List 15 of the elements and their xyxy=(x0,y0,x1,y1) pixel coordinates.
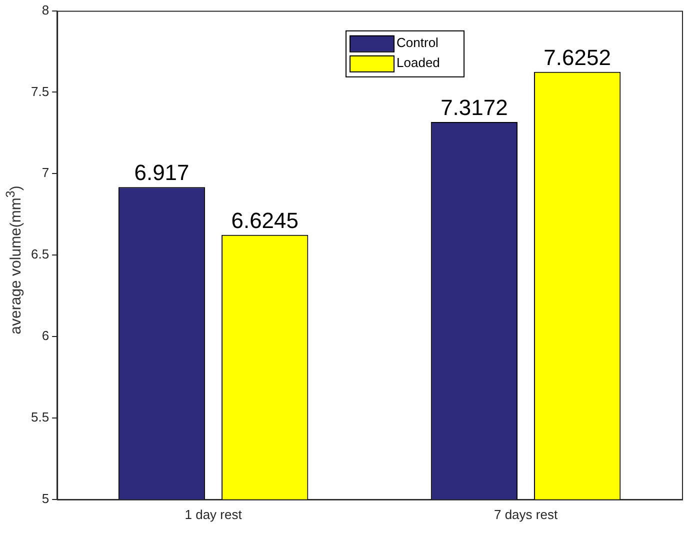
y-tick-label: 8 xyxy=(42,2,50,18)
y-tick-label: 7.5 xyxy=(30,84,50,99)
legend-label: Control xyxy=(396,34,439,50)
data-label: 6.6245 xyxy=(231,208,299,233)
y-tick-label: 5.5 xyxy=(30,410,50,425)
y-tick-label: 6 xyxy=(42,328,50,344)
x-tick-label: 7 days rest xyxy=(494,506,558,522)
data-label: 7.3172 xyxy=(440,95,508,120)
data-label: 7.6252 xyxy=(544,44,611,70)
y-tick-label: 6.5 xyxy=(30,246,50,262)
y-tick-label: 5 xyxy=(42,490,50,506)
data-label: 6.917 xyxy=(134,160,190,186)
y-tick-label: 7 xyxy=(42,165,50,180)
legend-label: Loaded xyxy=(396,54,440,70)
x-tick-label: 1 day rest xyxy=(184,506,242,522)
